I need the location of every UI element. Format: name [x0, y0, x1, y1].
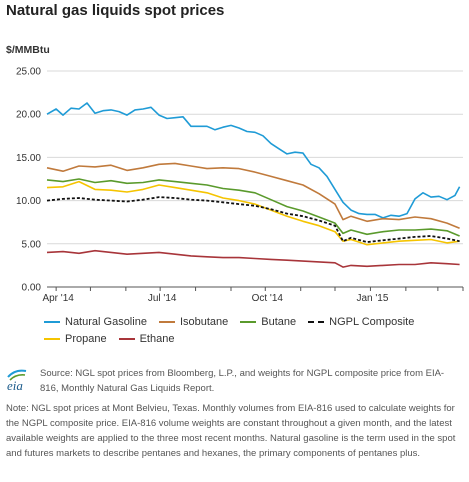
legend-row-1: Natural Gasoline Isobutane Butane NGPL C…	[44, 313, 464, 330]
legend-swatch-ngpl-composite	[308, 320, 325, 323]
legend-item-propane: Propane	[44, 333, 107, 345]
legend-label-ngpl-composite: NGPL Composite	[329, 315, 415, 328]
line-chart: 0.00 5.00 10.00 15.00 20.00 25.00 Apr '14 Jul '…	[16, 67, 464, 304]
chart-title: Natural gas liquids spot prices	[6, 2, 225, 19]
y-tick-label: 10.00	[16, 196, 41, 207]
y-tick-label: 0.00	[22, 283, 42, 294]
legend-swatch-ethane	[118, 337, 135, 340]
series-line-natural-gasoline	[46, 102, 461, 219]
legend-item-ethane: Ethane	[118, 332, 175, 345]
legend-label-isobutane: Isobutane	[179, 315, 229, 328]
y-tick-label: 15.00	[16, 153, 41, 164]
legend-row-2: Propane Ethane	[44, 330, 464, 347]
legend-label-propane: Propane	[65, 332, 107, 345]
note-text: Note: NGL spot prices at Mont Belvieu, T…	[6, 403, 456, 459]
legend-swatch-natural-gasoline	[44, 320, 60, 323]
legend-label-butane: Butane	[261, 315, 297, 328]
y-tick-label: 5.00	[22, 239, 42, 250]
series-line-ethane	[46, 249, 460, 268]
legend-item-natural-gasoline: Natural Gasoline	[44, 316, 147, 328]
legend-swatch-propane	[44, 337, 60, 340]
eia-logo-icon: eia	[7, 369, 27, 392]
legend-item-isobutane: Isobutane	[158, 315, 229, 328]
series-line-isobutane	[46, 162, 460, 229]
source-text: Source: NGL spot prices from Bloomberg, …	[40, 368, 445, 394]
legend-item-butane: Butane	[240, 316, 296, 328]
legend-item-ngpl-composite: NGPL Composite	[308, 316, 414, 328]
y-axis-unit-label: $/MMBtu	[6, 44, 50, 56]
series-line-propane	[46, 180, 460, 246]
legend-swatch-butane	[240, 320, 257, 323]
legend-label-natural-gasoline: Natural Gasoline	[65, 315, 147, 328]
x-tick-label: Jan '15	[356, 293, 388, 304]
x-tick-label: Oct '14	[252, 293, 284, 304]
series-line-ngpl-composite	[46, 196, 460, 244]
series-line-butane	[46, 178, 460, 237]
x-tick-label: Apr '14	[42, 293, 74, 304]
x-tick-label: Jul '14	[148, 293, 177, 304]
y-tick-label: 20.00	[16, 110, 41, 121]
y-tick-label: 25.00	[16, 67, 41, 78]
chart-legend: Natural Gasoline Isobutane Butane NGPL C…	[44, 313, 464, 347]
legend-swatch-isobutane	[158, 320, 175, 323]
legend-label-ethane: Ethane	[139, 332, 175, 345]
eia-logo-text: eia	[7, 378, 23, 392]
